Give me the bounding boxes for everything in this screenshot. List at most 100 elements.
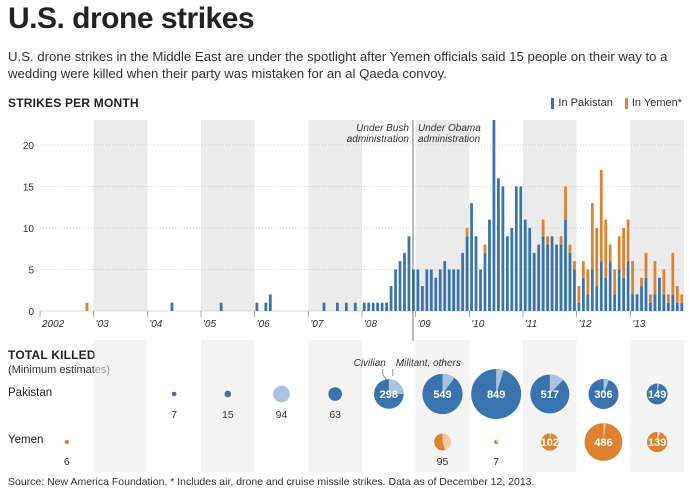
bar-pakistan-132 [631, 294, 634, 311]
bar-pakistan-123 [590, 269, 594, 311]
bar-pakistan-109 [528, 227, 532, 311]
bubble-value-yemen-2009: 95 [437, 456, 449, 468]
legend-swatch-pakistan [551, 97, 555, 109]
bubble-value-yemen-2010: 7 [493, 456, 499, 468]
bar-pakistan-75 [376, 302, 380, 311]
bar-pakistan-74 [371, 302, 375, 311]
page-title: U.S. drone strikes [8, 2, 255, 35]
bar-yemen-142 [675, 286, 679, 303]
bar-pakistan-137 [653, 294, 657, 311]
bubble-yemen-2002 [64, 439, 69, 445]
year-band-11 [630, 120, 684, 311]
bar-pakistan-106 [514, 186, 518, 311]
killed-section-subtitle: (Minimum estimates) [8, 364, 111, 376]
bar-pakistan-126 [604, 277, 608, 311]
bar-pakistan-95 [465, 236, 469, 311]
annotation-bush-line1: Under Bush [356, 123, 409, 134]
bar-pakistan-136 [649, 302, 652, 311]
bubble-value-pakistan-2009: 549 [433, 389, 451, 401]
bar-pakistan-125 [599, 261, 603, 311]
bar-pakistan-80 [398, 261, 402, 311]
y-tick-label-10: 10 [23, 224, 35, 235]
bar-pakistan-117 [564, 219, 567, 311]
bar-yemen-140 [666, 294, 670, 303]
bubble-value-pakistan-2008: 298 [380, 389, 398, 401]
bubble-pakistan-2010 [471, 369, 522, 419]
bar-pakistan-135 [644, 277, 648, 311]
legend-item-pakistan: In Pakistan [551, 97, 613, 109]
bubble-civilian-wedge-yemen-2012 [603, 423, 606, 442]
bubble-value-pakistan-2004: 7 [171, 409, 177, 421]
bar-pakistan-105 [510, 227, 514, 311]
bar-pakistan-133 [635, 294, 639, 311]
bar-pakistan-85 [420, 286, 424, 311]
bar-pakistan-84 [416, 269, 420, 311]
bar-yemen-136 [649, 294, 652, 303]
bar-pakistan-50 [264, 302, 268, 311]
bar-pakistan-104 [505, 236, 509, 311]
bar-pakistan-66 [336, 302, 339, 311]
x-tick-label-5: '07 [310, 319, 323, 330]
bar-pakistan-139 [662, 294, 666, 311]
x-tick-label-10: '12 [579, 319, 592, 330]
bar-pakistan-99 [483, 252, 487, 311]
bar-yemen-118 [568, 244, 572, 253]
bar-pakistan-142 [675, 302, 679, 311]
bar-pakistan-97 [474, 236, 478, 311]
bar-yemen-123 [590, 203, 594, 270]
row-label-yemen: Yemen [8, 434, 44, 446]
x-tick-label-11: '13 [632, 319, 645, 330]
bar-pakistan-138 [658, 277, 661, 311]
bubble-value-pakistan-2006: 94 [276, 409, 288, 421]
bar-yemen-129 [617, 236, 621, 270]
x-tick-label-1: '03 [96, 319, 109, 330]
bar-pakistan-81 [403, 252, 406, 311]
x-tick-label-3: '05 [203, 319, 216, 330]
bubble-pakistan-2004 [171, 391, 177, 397]
bubble-pakistan-2005 [224, 390, 232, 398]
bar-pakistan-103 [501, 186, 505, 311]
bar-pakistan-130 [622, 277, 626, 311]
y-tick-label-0: 0 [28, 307, 34, 318]
bar-yemen-121 [581, 261, 585, 278]
bar-pakistan-116 [559, 244, 563, 311]
killed-year-band-11 [630, 340, 684, 472]
bar-pakistan-113 [546, 244, 549, 311]
bar-pakistan-110 [532, 252, 536, 311]
bar-pakistan-143 [680, 302, 684, 311]
bar-pakistan-79 [394, 269, 397, 311]
bar-pakistan-115 [555, 244, 558, 311]
bar-pakistan-93 [456, 269, 460, 311]
bar-yemen-139 [662, 269, 666, 295]
bubble-civilian-wedge-yemen-2010 [496, 439, 499, 443]
x-tick-label-7: '09 [418, 319, 431, 330]
x-tick-label-6: '08 [364, 319, 377, 330]
x-tick-label-2: '04 [149, 319, 162, 330]
bubble-value-yemen-2002: 6 [64, 456, 70, 468]
bubble-civilian-wedge-pakistan-2011 [549, 374, 564, 394]
bubble-value-pakistan-2007: 63 [329, 409, 341, 421]
killed-year-band-3 [201, 340, 255, 472]
annotation-civilian: Civilian [354, 358, 387, 369]
bubble-civilian-wedge-yemen-2009 [442, 433, 451, 450]
bar-yemen-116 [559, 236, 563, 245]
bar-pakistan-78 [389, 286, 393, 311]
bar-yemen-132 [631, 261, 634, 295]
legend-item-yemen: In Yemen* [624, 97, 682, 109]
bubble-civilian-wedge-pakistan-2010 [496, 369, 504, 394]
legend-label-pakistan: In Pakistan [558, 97, 613, 109]
bar-pakistan-140 [666, 302, 670, 311]
bar-pakistan-119 [573, 269, 576, 311]
bar-pakistan-102 [497, 178, 500, 311]
bar-pakistan-101 [492, 120, 496, 311]
bar-pakistan-120 [577, 302, 581, 311]
bar-yemen-99 [483, 244, 487, 253]
bar-yemen-135 [644, 252, 648, 278]
bubble-value-pakistan-2005: 15 [222, 409, 234, 421]
bar-pakistan-114 [550, 236, 554, 311]
annotation-bush-line2: administration [347, 134, 410, 145]
bar-pakistan-134 [640, 286, 643, 311]
bar-yemen-95 [465, 227, 469, 237]
bar-yemen-126 [604, 219, 608, 278]
